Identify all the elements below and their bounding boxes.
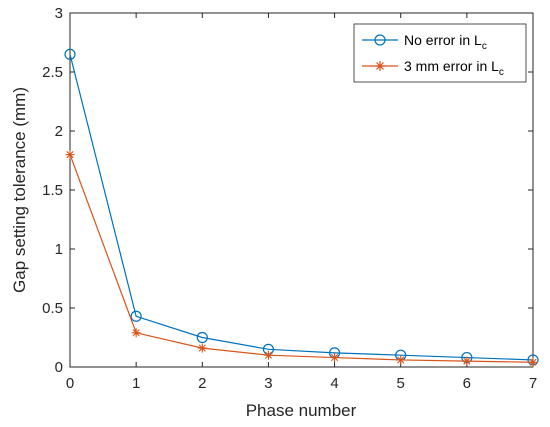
legend-label-no-error: No error in Lc [404,32,487,52]
data-point-asterisk [528,357,538,367]
data-point-asterisk [263,350,273,360]
data-point-circle [196,331,208,344]
y-axis-label: Gap setting tolerance (mm) [10,87,29,293]
x-tick-label: 2 [198,375,206,392]
series-line [69,54,534,361]
y-tick-label: 2.5 [42,64,63,81]
series-2 [65,150,538,367]
legend-item-3mm-error: 3 mm error in Lc [362,58,504,78]
x-tick-label: 6 [463,375,471,392]
y-tick-label: 0 [55,359,63,376]
y-tick-label: 1 [55,241,63,258]
legend: No error in Lc 3 mm error in Lc [353,23,527,83]
data-point-asterisk [131,328,141,338]
y-tick-label: 2 [55,123,63,140]
y-tick-label: 0.5 [42,300,63,317]
x-tick-label: 0 [66,375,74,392]
x-axis-label: Phase number [246,401,357,420]
data-point-asterisk [65,150,75,160]
legend-item-no-error: No error in Lc [362,32,487,52]
data-point-asterisk [197,343,207,353]
x-tick-label: 4 [330,375,338,392]
x-tick-label: 1 [132,375,140,392]
data-point-asterisk [330,353,340,363]
series-layer [64,48,539,367]
data-point-asterisk [462,356,472,366]
y-tick-label: 3 [55,5,63,22]
axis-ticks: 0 1 2 3 4 5 6 7 0 0.5 1 1.5 2 2.5 3 [42,5,537,392]
data-point-asterisk [396,355,406,365]
y-tick-label: 1.5 [42,182,63,199]
x-tick-label: 3 [264,375,272,392]
legend-box [353,23,527,83]
legend-label-3mm-error: 3 mm error in Lc [404,58,504,78]
data-point-circle [64,48,76,60]
series-line [69,154,534,363]
x-tick-label: 7 [529,375,537,392]
legend-marker-asterisk [375,61,385,71]
legend-marker-circle [374,34,386,46]
x-tick-label: 5 [397,375,405,392]
data-point-circle [130,310,142,322]
